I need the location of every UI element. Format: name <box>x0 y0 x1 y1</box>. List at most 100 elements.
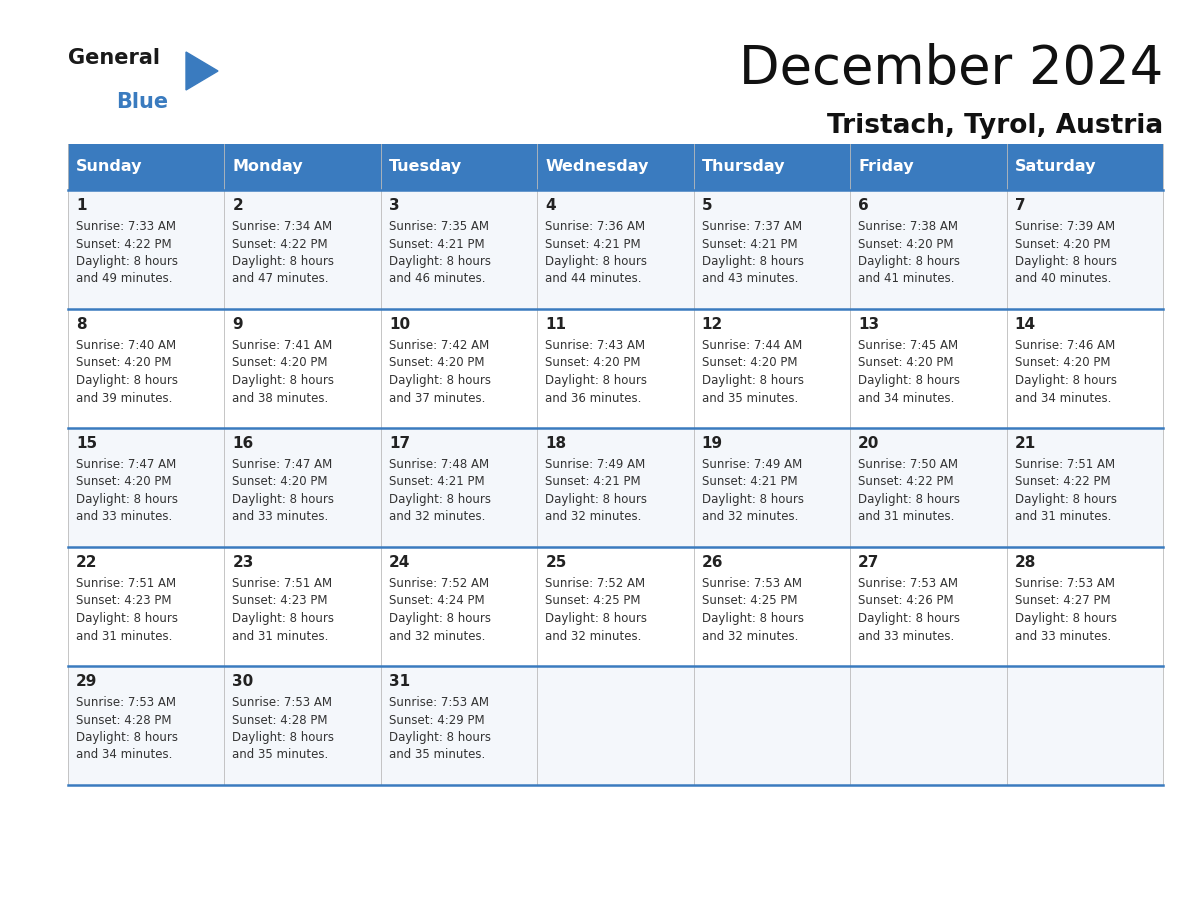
Text: Sunrise: 7:53 AM
Sunset: 4:28 PM
Daylight: 8 hours
and 34 minutes.: Sunrise: 7:53 AM Sunset: 4:28 PM Dayligh… <box>76 696 178 762</box>
Text: Sunrise: 7:33 AM
Sunset: 4:22 PM
Daylight: 8 hours
and 49 minutes.: Sunrise: 7:33 AM Sunset: 4:22 PM Dayligh… <box>76 220 178 285</box>
Bar <box>381 666 537 785</box>
Text: Sunrise: 7:44 AM
Sunset: 4:20 PM
Daylight: 8 hours
and 35 minutes.: Sunrise: 7:44 AM Sunset: 4:20 PM Dayligh… <box>702 339 804 405</box>
Bar <box>694 666 851 785</box>
Bar <box>537 666 694 785</box>
Text: 3: 3 <box>388 198 399 213</box>
Text: 9: 9 <box>233 317 244 332</box>
Text: 31: 31 <box>388 674 410 689</box>
Text: 12: 12 <box>702 317 723 332</box>
Bar <box>68 190 225 309</box>
Bar <box>225 144 381 190</box>
Bar <box>381 547 537 666</box>
Text: December 2024: December 2024 <box>739 43 1163 95</box>
Text: 29: 29 <box>76 674 97 689</box>
Text: Sunrise: 7:53 AM
Sunset: 4:28 PM
Daylight: 8 hours
and 35 minutes.: Sunrise: 7:53 AM Sunset: 4:28 PM Dayligh… <box>233 696 335 762</box>
Text: Blue: Blue <box>116 92 169 112</box>
Text: Monday: Monday <box>233 160 303 174</box>
Text: Sunrise: 7:48 AM
Sunset: 4:21 PM
Daylight: 8 hours
and 32 minutes.: Sunrise: 7:48 AM Sunset: 4:21 PM Dayligh… <box>388 458 491 523</box>
Text: Friday: Friday <box>858 160 914 174</box>
Text: Sunrise: 7:49 AM
Sunset: 4:21 PM
Daylight: 8 hours
and 32 minutes.: Sunrise: 7:49 AM Sunset: 4:21 PM Dayligh… <box>545 458 647 523</box>
Text: Sunrise: 7:49 AM
Sunset: 4:21 PM
Daylight: 8 hours
and 32 minutes.: Sunrise: 7:49 AM Sunset: 4:21 PM Dayligh… <box>702 458 804 523</box>
Text: Sunrise: 7:40 AM
Sunset: 4:20 PM
Daylight: 8 hours
and 39 minutes.: Sunrise: 7:40 AM Sunset: 4:20 PM Dayligh… <box>76 339 178 405</box>
Text: Sunrise: 7:53 AM
Sunset: 4:26 PM
Daylight: 8 hours
and 33 minutes.: Sunrise: 7:53 AM Sunset: 4:26 PM Dayligh… <box>858 577 960 643</box>
Bar <box>537 309 694 428</box>
Text: 28: 28 <box>1015 555 1036 570</box>
Bar <box>1006 547 1163 666</box>
Text: Sunrise: 7:50 AM
Sunset: 4:22 PM
Daylight: 8 hours
and 31 minutes.: Sunrise: 7:50 AM Sunset: 4:22 PM Dayligh… <box>858 458 960 523</box>
Text: Sunrise: 7:37 AM
Sunset: 4:21 PM
Daylight: 8 hours
and 43 minutes.: Sunrise: 7:37 AM Sunset: 4:21 PM Dayligh… <box>702 220 804 285</box>
Bar <box>68 666 225 785</box>
Text: Sunrise: 7:51 AM
Sunset: 4:23 PM
Daylight: 8 hours
and 31 minutes.: Sunrise: 7:51 AM Sunset: 4:23 PM Dayligh… <box>76 577 178 643</box>
Text: 16: 16 <box>233 436 254 451</box>
Text: 26: 26 <box>702 555 723 570</box>
Bar <box>225 547 381 666</box>
Text: 11: 11 <box>545 317 567 332</box>
Text: 20: 20 <box>858 436 879 451</box>
Polygon shape <box>187 52 219 90</box>
Text: Sunrise: 7:38 AM
Sunset: 4:20 PM
Daylight: 8 hours
and 41 minutes.: Sunrise: 7:38 AM Sunset: 4:20 PM Dayligh… <box>858 220 960 285</box>
Bar <box>694 428 851 547</box>
Text: Sunday: Sunday <box>76 160 143 174</box>
Text: Tuesday: Tuesday <box>388 160 462 174</box>
Text: Sunrise: 7:47 AM
Sunset: 4:20 PM
Daylight: 8 hours
and 33 minutes.: Sunrise: 7:47 AM Sunset: 4:20 PM Dayligh… <box>76 458 178 523</box>
Bar <box>381 190 537 309</box>
Text: Sunrise: 7:53 AM
Sunset: 4:29 PM
Daylight: 8 hours
and 35 minutes.: Sunrise: 7:53 AM Sunset: 4:29 PM Dayligh… <box>388 696 491 762</box>
Bar <box>381 428 537 547</box>
Text: 1: 1 <box>76 198 87 213</box>
Text: Sunrise: 7:39 AM
Sunset: 4:20 PM
Daylight: 8 hours
and 40 minutes.: Sunrise: 7:39 AM Sunset: 4:20 PM Dayligh… <box>1015 220 1117 285</box>
Text: Sunrise: 7:45 AM
Sunset: 4:20 PM
Daylight: 8 hours
and 34 minutes.: Sunrise: 7:45 AM Sunset: 4:20 PM Dayligh… <box>858 339 960 405</box>
Text: Sunrise: 7:36 AM
Sunset: 4:21 PM
Daylight: 8 hours
and 44 minutes.: Sunrise: 7:36 AM Sunset: 4:21 PM Dayligh… <box>545 220 647 285</box>
Text: 4: 4 <box>545 198 556 213</box>
Text: Sunrise: 7:43 AM
Sunset: 4:20 PM
Daylight: 8 hours
and 36 minutes.: Sunrise: 7:43 AM Sunset: 4:20 PM Dayligh… <box>545 339 647 405</box>
Text: Sunrise: 7:46 AM
Sunset: 4:20 PM
Daylight: 8 hours
and 34 minutes.: Sunrise: 7:46 AM Sunset: 4:20 PM Dayligh… <box>1015 339 1117 405</box>
Bar <box>1006 428 1163 547</box>
Bar <box>694 144 851 190</box>
Bar <box>225 666 381 785</box>
Text: 8: 8 <box>76 317 87 332</box>
Text: 7: 7 <box>1015 198 1025 213</box>
Bar <box>851 428 1006 547</box>
Text: Sunrise: 7:53 AM
Sunset: 4:27 PM
Daylight: 8 hours
and 33 minutes.: Sunrise: 7:53 AM Sunset: 4:27 PM Dayligh… <box>1015 577 1117 643</box>
Text: 10: 10 <box>388 317 410 332</box>
Text: 15: 15 <box>76 436 97 451</box>
Bar <box>68 547 225 666</box>
Text: 6: 6 <box>858 198 868 213</box>
Text: 24: 24 <box>388 555 410 570</box>
Bar <box>851 547 1006 666</box>
Text: 30: 30 <box>233 674 254 689</box>
Text: Sunrise: 7:52 AM
Sunset: 4:24 PM
Daylight: 8 hours
and 32 minutes.: Sunrise: 7:52 AM Sunset: 4:24 PM Dayligh… <box>388 577 491 643</box>
Text: Sunrise: 7:41 AM
Sunset: 4:20 PM
Daylight: 8 hours
and 38 minutes.: Sunrise: 7:41 AM Sunset: 4:20 PM Dayligh… <box>233 339 335 405</box>
Text: Sunrise: 7:51 AM
Sunset: 4:23 PM
Daylight: 8 hours
and 31 minutes.: Sunrise: 7:51 AM Sunset: 4:23 PM Dayligh… <box>233 577 335 643</box>
Text: 18: 18 <box>545 436 567 451</box>
Text: Saturday: Saturday <box>1015 160 1097 174</box>
Text: Sunrise: 7:47 AM
Sunset: 4:20 PM
Daylight: 8 hours
and 33 minutes.: Sunrise: 7:47 AM Sunset: 4:20 PM Dayligh… <box>233 458 335 523</box>
Text: Sunrise: 7:35 AM
Sunset: 4:21 PM
Daylight: 8 hours
and 46 minutes.: Sunrise: 7:35 AM Sunset: 4:21 PM Dayligh… <box>388 220 491 285</box>
Bar <box>68 144 225 190</box>
Bar <box>68 428 225 547</box>
Text: Sunrise: 7:42 AM
Sunset: 4:20 PM
Daylight: 8 hours
and 37 minutes.: Sunrise: 7:42 AM Sunset: 4:20 PM Dayligh… <box>388 339 491 405</box>
Text: Sunrise: 7:51 AM
Sunset: 4:22 PM
Daylight: 8 hours
and 31 minutes.: Sunrise: 7:51 AM Sunset: 4:22 PM Dayligh… <box>1015 458 1117 523</box>
Text: 13: 13 <box>858 317 879 332</box>
Text: 22: 22 <box>76 555 97 570</box>
Text: Sunrise: 7:52 AM
Sunset: 4:25 PM
Daylight: 8 hours
and 32 minutes.: Sunrise: 7:52 AM Sunset: 4:25 PM Dayligh… <box>545 577 647 643</box>
Bar <box>1006 666 1163 785</box>
Text: Thursday: Thursday <box>702 160 785 174</box>
Text: 21: 21 <box>1015 436 1036 451</box>
Text: Wednesday: Wednesday <box>545 160 649 174</box>
Text: 5: 5 <box>702 198 713 213</box>
Bar <box>381 144 537 190</box>
Bar <box>1006 309 1163 428</box>
Text: General: General <box>68 48 160 68</box>
Bar <box>851 144 1006 190</box>
Bar <box>537 428 694 547</box>
Text: Sunrise: 7:34 AM
Sunset: 4:22 PM
Daylight: 8 hours
and 47 minutes.: Sunrise: 7:34 AM Sunset: 4:22 PM Dayligh… <box>233 220 335 285</box>
Text: Tristach, Tyrol, Austria: Tristach, Tyrol, Austria <box>827 113 1163 139</box>
Text: 19: 19 <box>702 436 722 451</box>
Text: 27: 27 <box>858 555 879 570</box>
Text: Sunrise: 7:53 AM
Sunset: 4:25 PM
Daylight: 8 hours
and 32 minutes.: Sunrise: 7:53 AM Sunset: 4:25 PM Dayligh… <box>702 577 804 643</box>
Bar <box>225 309 381 428</box>
Bar <box>537 144 694 190</box>
Text: 2: 2 <box>233 198 244 213</box>
Bar <box>851 666 1006 785</box>
Text: 17: 17 <box>388 436 410 451</box>
